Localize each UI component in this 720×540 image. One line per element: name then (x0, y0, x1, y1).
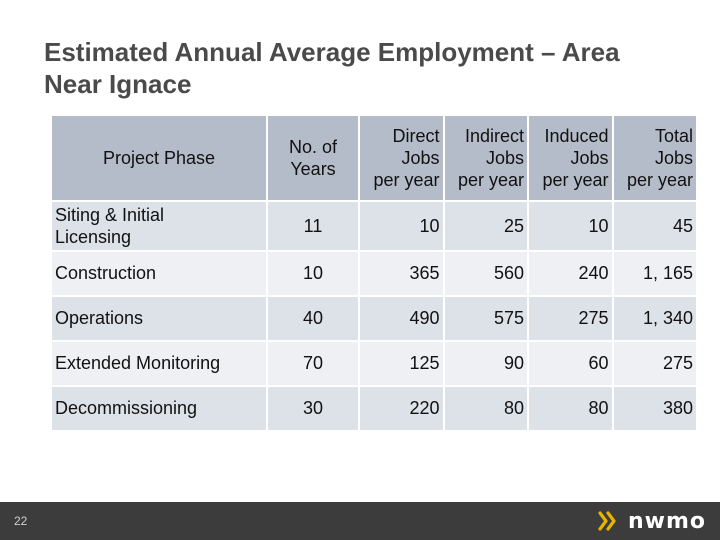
header-direct-line-1: Direct (392, 126, 440, 146)
header-indirect-line-1: Indirect (464, 126, 524, 146)
header-row: Project Phase No. of Years Direct Jobs p… (52, 116, 696, 200)
cell-indirect: 25 (444, 202, 527, 250)
cell-years: 11 (268, 202, 358, 250)
footer-bar: 22 nwmo (0, 502, 720, 540)
cell-phase-line-1: Siting & Initial (55, 205, 165, 225)
cell-direct: 10 (360, 202, 443, 250)
header-indirect-line-2: Jobs (485, 148, 524, 168)
header-induced-line-1: Induced (544, 126, 609, 146)
header-induced-line-2: Jobs (570, 148, 609, 168)
header-total-line-2: Jobs (654, 148, 693, 168)
cell-direct: 125 (360, 342, 443, 385)
header-direct-line-3: per year (373, 170, 440, 190)
header-induced-jobs: Induced Jobs per year (529, 116, 612, 200)
cell-phase: Construction (52, 252, 266, 295)
header-direct-line-2: Jobs (401, 148, 440, 168)
slide-title-line-2: Near Ignace (44, 69, 192, 99)
cell-induced: 10 (529, 202, 612, 250)
header-indirect-line-3: per year (457, 170, 524, 190)
cell-total: 380 (613, 387, 696, 430)
cell-direct: 490 (360, 297, 443, 340)
header-induced-line-3: per year (542, 170, 609, 190)
header-indirect-jobs: Indirect Jobs per year (444, 116, 527, 200)
header-project-phase: Project Phase (52, 116, 266, 200)
cell-total: 1, 340 (613, 297, 696, 340)
header-years-line-2: Years (290, 159, 336, 179)
table-row: Siting & Initial Licensing 11 10 25 10 4… (52, 202, 696, 250)
table-row: Decommissioning 30 220 80 80 380 (52, 387, 696, 430)
cell-total: 45 (613, 202, 696, 250)
header-years-line-1: No. of (288, 137, 338, 157)
table-row: Construction 10 365 560 240 1, 165 (52, 252, 696, 295)
cell-direct: 365 (360, 252, 443, 295)
cell-indirect: 90 (444, 342, 527, 385)
nwmo-chevron-logo-icon (598, 511, 616, 531)
table-row: Extended Monitoring 70 125 90 60 275 (52, 342, 696, 385)
header-total-jobs: Total Jobs per year (613, 116, 696, 200)
slide-title: Estimated Annual Average Employment – Ar… (44, 36, 704, 100)
header-total-line-1: Total (654, 126, 693, 146)
cell-total: 275 (613, 342, 696, 385)
logo-text: nwmo (627, 508, 706, 534)
cell-phase: Decommissioning (52, 387, 266, 430)
header-total-line-3: per year (626, 170, 693, 190)
table-row: Operations 40 490 575 275 1, 340 (52, 297, 696, 340)
cell-total: 1, 165 (613, 252, 696, 295)
cell-indirect: 560 (444, 252, 527, 295)
cell-induced: 275 (529, 297, 612, 340)
cell-induced: 80 (529, 387, 612, 430)
nwmo-logo: nwmo (598, 508, 706, 534)
table-body: Siting & Initial Licensing 11 10 25 10 4… (52, 202, 696, 430)
cell-years: 30 (268, 387, 358, 430)
cell-indirect: 80 (444, 387, 527, 430)
cell-years: 70 (268, 342, 358, 385)
cell-phase: Extended Monitoring (52, 342, 266, 385)
cell-induced: 60 (529, 342, 612, 385)
cell-phase: Operations (52, 297, 266, 340)
cell-years: 10 (268, 252, 358, 295)
page-number: 22 (14, 514, 28, 528)
cell-direct: 220 (360, 387, 443, 430)
cell-phase-line-2: Licensing (55, 227, 132, 247)
cell-years: 40 (268, 297, 358, 340)
header-direct-jobs: Direct Jobs per year (360, 116, 443, 200)
slide-title-line-1: Estimated Annual Average Employment – Ar… (44, 37, 620, 67)
cell-induced: 240 (529, 252, 612, 295)
header-years: No. of Years (268, 116, 358, 200)
employment-table: Project Phase No. of Years Direct Jobs p… (50, 114, 698, 432)
table-header: Project Phase No. of Years Direct Jobs p… (52, 116, 696, 200)
cell-indirect: 575 (444, 297, 527, 340)
cell-phase: Siting & Initial Licensing (52, 202, 266, 250)
